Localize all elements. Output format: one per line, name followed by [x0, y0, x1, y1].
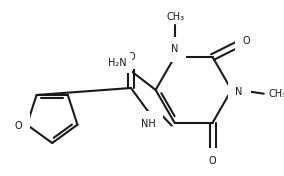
Text: CH₃: CH₃	[268, 89, 284, 99]
Text: H₂N: H₂N	[108, 58, 127, 68]
Text: O: O	[243, 36, 250, 46]
Text: O: O	[209, 156, 216, 166]
Text: N: N	[235, 87, 243, 97]
Text: CH₃: CH₃	[166, 12, 185, 22]
Text: O: O	[127, 52, 135, 62]
Text: NH: NH	[141, 119, 155, 129]
Text: N: N	[171, 44, 178, 54]
Text: O: O	[14, 121, 22, 131]
